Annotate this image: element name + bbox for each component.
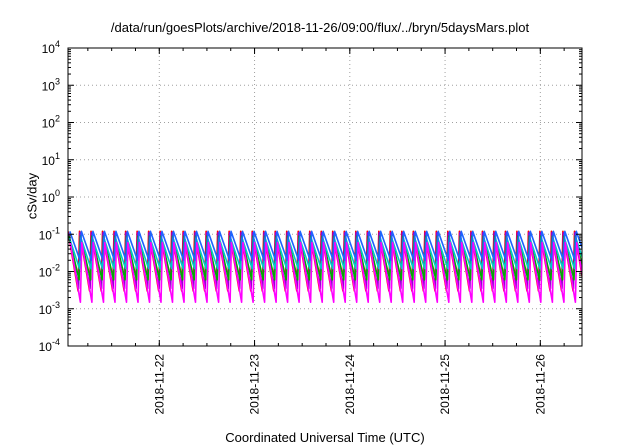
- x-axis-label: Coordinated Universal Time (UTC): [225, 430, 425, 445]
- y-tick-label: 10-1: [39, 225, 60, 242]
- y-tick-label: 10-3: [39, 300, 60, 317]
- x-tick-label: 2018-11-24: [343, 354, 357, 415]
- series-line-6: [69, 241, 582, 303]
- y-tick-label: 101: [42, 151, 60, 168]
- x-tick-label: 2018-11-23: [248, 354, 262, 415]
- chart-title: /data/run/goesPlots/archive/2018-11-26/0…: [110, 20, 530, 35]
- x-tick-label: 2018-11-25: [438, 354, 452, 415]
- x-axis-ticks: 2018-11-22 2018-11-23 2018-11-24 2018-11-25…: [87, 48, 565, 415]
- y-tick-label: 100: [42, 188, 60, 205]
- y-tick-label: 103: [42, 76, 60, 93]
- y-tick-label: 10-4: [39, 337, 60, 354]
- x-tick-label: 2018-11-26: [533, 354, 547, 415]
- grid-lines: [68, 48, 582, 346]
- x-tick-label: 2018-11-22: [152, 354, 166, 415]
- y-tick-label: 104: [42, 39, 60, 56]
- y-tick-label: 10-2: [39, 263, 60, 280]
- series-group: [68, 230, 582, 303]
- series-line-5: [69, 230, 582, 262]
- y-tick-label: 102: [42, 114, 60, 131]
- y-axis-ticks: 10-4 10-3 10-2 10-1 100 101 102 103 104: [39, 39, 582, 354]
